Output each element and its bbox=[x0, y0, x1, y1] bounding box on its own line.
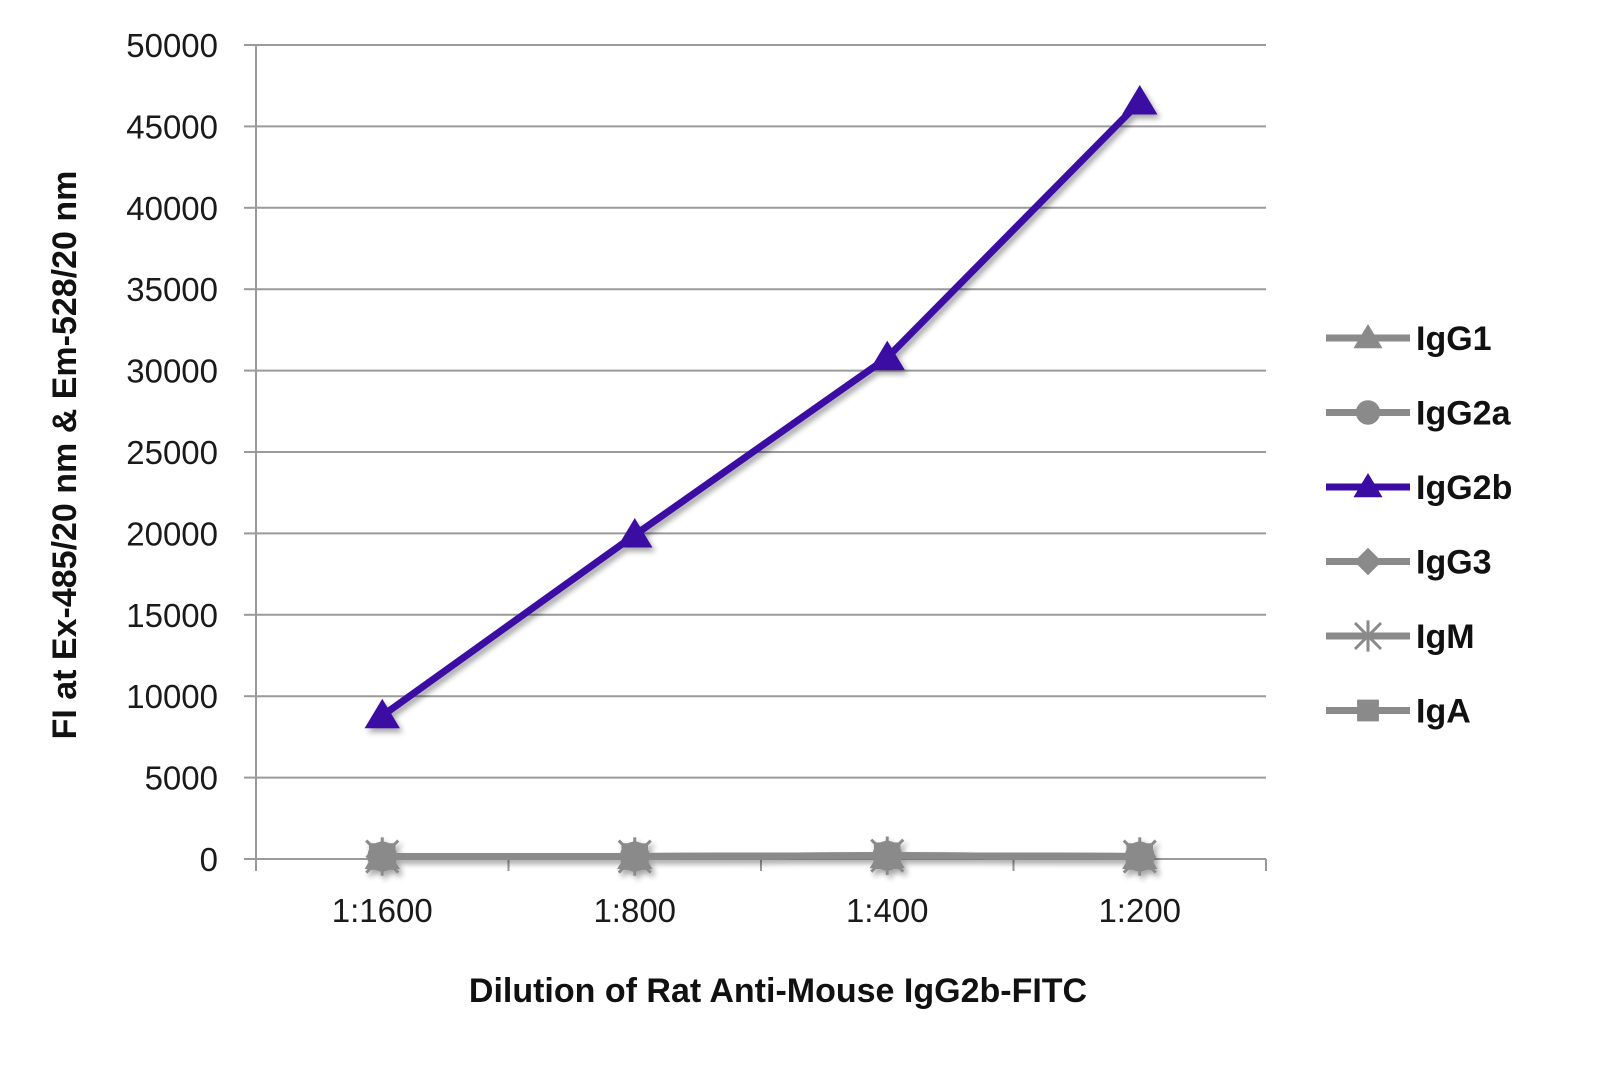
series-line bbox=[382, 852, 1140, 861]
y-tick-label: 0 bbox=[200, 841, 218, 878]
data-point bbox=[1126, 843, 1154, 870]
y-tick-label: 20000 bbox=[126, 515, 218, 552]
data-point bbox=[364, 698, 400, 729]
y-axis-title: FI at Ex-485/20 nm & Em-528/20 nm bbox=[46, 171, 84, 740]
legend-item-igg2a: IgG2a bbox=[1326, 395, 1512, 433]
legend-item-iga: IgA bbox=[1326, 693, 1471, 731]
gridlines bbox=[256, 44, 1266, 779]
legend-item-igm: IgM bbox=[1326, 618, 1475, 656]
y-tick-label: 50000 bbox=[126, 27, 218, 64]
x-tick-label: 1:800 bbox=[593, 892, 676, 929]
data-point bbox=[1353, 473, 1383, 498]
legend-label: IgG2b bbox=[1416, 469, 1512, 507]
y-tick-label: 10000 bbox=[126, 678, 218, 715]
series-lines bbox=[364, 85, 1158, 876]
x-axis-title: Dilution of Rat Anti-Mouse IgG2b-FITC bbox=[469, 972, 1087, 1010]
data-point bbox=[368, 843, 396, 870]
x-tick-label: 1:1600 bbox=[332, 892, 433, 929]
legend-item-igg1: IgG1 bbox=[1326, 320, 1492, 358]
y-tick-label: 35000 bbox=[126, 271, 218, 308]
data-point bbox=[869, 340, 905, 371]
y-tick-label: 30000 bbox=[126, 353, 218, 390]
legend-item-igg3: IgG3 bbox=[1326, 544, 1492, 582]
y-tick-label: 25000 bbox=[126, 434, 218, 471]
data-point bbox=[1357, 699, 1379, 722]
x-tick-label: 1:400 bbox=[846, 892, 929, 929]
y-tick-labels: 0 5000 10000 15000 20000 25000 30000 35000 40000… bbox=[126, 27, 218, 878]
data-point bbox=[1354, 547, 1382, 576]
legend-label: IgG3 bbox=[1416, 544, 1492, 582]
legend: IgG1 IgG2a IgG2b IgG3 IgM IgA bbox=[1326, 320, 1512, 731]
y-tick-label: 40000 bbox=[126, 190, 218, 227]
legend-label: IgA bbox=[1416, 693, 1471, 731]
legend-label: IgM bbox=[1416, 618, 1475, 656]
x-tick-label: 1:200 bbox=[1098, 892, 1181, 929]
data-point bbox=[1353, 324, 1383, 349]
data-point bbox=[621, 843, 649, 870]
series-line bbox=[380, 99, 1143, 719]
data-point bbox=[1353, 620, 1383, 652]
series-iga bbox=[368, 842, 1154, 870]
data-point bbox=[617, 518, 653, 548]
y-tick-label: 5000 bbox=[145, 760, 218, 797]
data-point bbox=[1355, 400, 1381, 425]
legend-label: IgG2a bbox=[1416, 395, 1512, 433]
y-tick-label: 15000 bbox=[126, 597, 218, 634]
y-tick-label: 45000 bbox=[126, 108, 218, 145]
axes bbox=[244, 44, 1267, 871]
legend-label: IgG1 bbox=[1416, 320, 1492, 358]
x-tick-labels: 1:1600 1:800 1:400 1:200 bbox=[332, 892, 1181, 929]
data-point bbox=[873, 842, 901, 870]
data-point bbox=[1122, 85, 1158, 115]
legend-item-igg2b: IgG2b bbox=[1326, 469, 1512, 507]
series-igg2b bbox=[364, 85, 1158, 729]
